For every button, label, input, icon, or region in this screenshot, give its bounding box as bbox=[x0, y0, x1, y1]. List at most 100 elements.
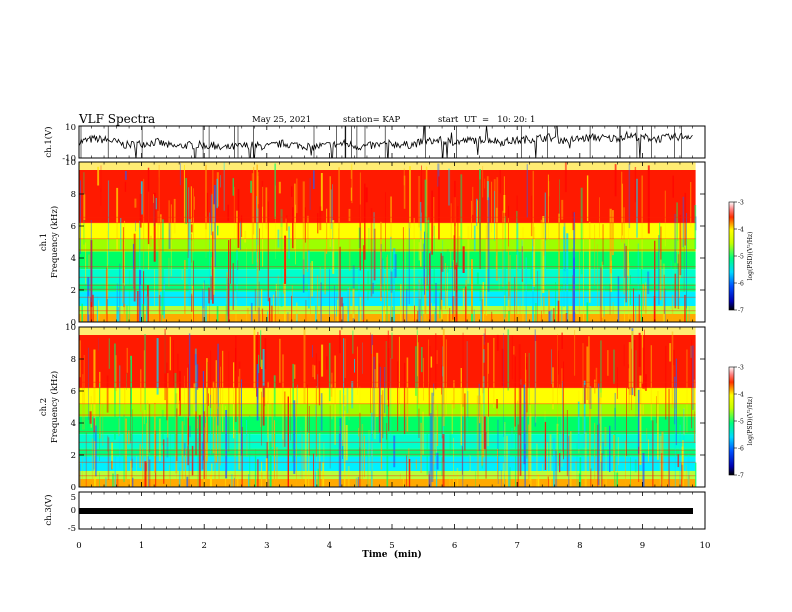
spectrogram-streak bbox=[148, 404, 151, 453]
spectrogram-streak bbox=[675, 358, 677, 446]
spectrogram-streak bbox=[475, 471, 476, 487]
spectrogram-streak bbox=[676, 202, 678, 250]
spectrogram-streak bbox=[330, 189, 332, 229]
spectrogram-streak bbox=[120, 218, 122, 251]
spectrogram-streak bbox=[344, 395, 346, 407]
spectrogram-streak bbox=[616, 472, 619, 487]
spectrogram-streak bbox=[373, 228, 376, 281]
spectrogram-streak bbox=[658, 235, 660, 305]
spectrogram-streak bbox=[382, 390, 384, 439]
spectrogram-streak bbox=[384, 367, 386, 414]
spectrogram-streak bbox=[418, 279, 421, 310]
spectrogram-streak bbox=[210, 394, 211, 456]
spectrogram-streak bbox=[380, 244, 382, 298]
spectrogram-streak bbox=[507, 218, 509, 308]
spectrogram-streak bbox=[318, 433, 321, 487]
time-tick-label: 7 bbox=[514, 541, 519, 551]
spectrogram-streak bbox=[233, 186, 235, 246]
spectrogram-streak bbox=[111, 460, 113, 470]
spectrogram-streak bbox=[597, 244, 599, 307]
spectrogram-streak bbox=[663, 313, 665, 322]
spectrogram-streak bbox=[391, 236, 392, 302]
spectrogram-streak bbox=[433, 395, 435, 465]
spectrogram-streak bbox=[235, 348, 237, 371]
spectrogram-streak bbox=[276, 447, 278, 487]
spectrogram-streak bbox=[296, 386, 297, 418]
spectrogram-streak bbox=[130, 359, 131, 444]
spectrogram-streak bbox=[636, 178, 638, 238]
spectrogram-streak bbox=[170, 432, 171, 487]
spectrogram-streak bbox=[100, 188, 102, 206]
spectrogram-streak bbox=[347, 466, 350, 487]
spectrogram-streak bbox=[442, 435, 444, 463]
spectrogram-streak bbox=[535, 341, 537, 423]
spectrogram-streak bbox=[168, 223, 171, 249]
spectrogram-streak bbox=[181, 421, 184, 483]
spectrogram-streak bbox=[338, 167, 340, 246]
spectrogram-streak bbox=[612, 302, 614, 322]
spectrogram-streak bbox=[498, 276, 500, 291]
spectrogram-streak bbox=[161, 297, 163, 322]
spectrogram-streak bbox=[547, 441, 548, 487]
spectrogram-streak bbox=[147, 456, 150, 487]
ch3-ytick-mid: 0 bbox=[71, 506, 76, 516]
spectrogram-streak bbox=[541, 310, 542, 322]
spectrogram-streak bbox=[542, 464, 543, 472]
spectrogram-streak bbox=[359, 296, 362, 322]
spectrogram-streak bbox=[684, 192, 687, 246]
spectrogram-streak bbox=[417, 282, 420, 322]
spectrogram-streak bbox=[417, 310, 419, 322]
spectrogram-streak bbox=[287, 396, 289, 487]
spectrogram-streak bbox=[207, 362, 209, 443]
spectrogram-streak bbox=[423, 243, 424, 286]
spectrogram-streak bbox=[548, 290, 550, 322]
spectrogram-streak bbox=[116, 283, 118, 322]
spectrogram-streak bbox=[390, 271, 393, 293]
spectrogram-streak bbox=[386, 286, 388, 322]
spectrogram-streak bbox=[373, 212, 375, 251]
spectrogram-streak bbox=[188, 364, 189, 445]
time-axis-label: Time (min) bbox=[362, 549, 422, 560]
spectrogram-streak bbox=[456, 467, 459, 487]
spectrogram-streak bbox=[449, 474, 451, 487]
spectrogram-streak bbox=[153, 192, 156, 262]
spectrogram-streak bbox=[434, 308, 436, 322]
spectrogram-streak bbox=[524, 444, 526, 487]
spectrogram-streak bbox=[582, 343, 584, 431]
ch1-colorbar-label: log(PSD)(V²/Hz) bbox=[747, 232, 754, 281]
spectrogram-streak bbox=[190, 186, 192, 223]
spectrogram-streak bbox=[206, 192, 209, 217]
spectrogram-streak bbox=[217, 225, 219, 236]
spectrogram-streak bbox=[256, 196, 257, 271]
spectrogram-streak bbox=[161, 409, 164, 446]
spectrogram-streak bbox=[210, 257, 213, 276]
spectrogram-streak bbox=[627, 250, 629, 276]
spectrogram-streak bbox=[639, 375, 642, 465]
spectrogram-streak bbox=[142, 304, 144, 322]
spectrogram-streak bbox=[558, 213, 560, 316]
spectrogram-streak bbox=[225, 410, 228, 479]
time-tick-label: 4 bbox=[327, 541, 332, 551]
spectrogram-streak bbox=[275, 283, 277, 298]
spectrogram-streak bbox=[317, 374, 319, 390]
spectrogram-streak bbox=[460, 174, 463, 264]
spectrogram-streak bbox=[552, 367, 554, 410]
spectrogram-streak bbox=[566, 410, 568, 477]
spectrogram-streak bbox=[188, 333, 191, 417]
spectrogram-streak bbox=[605, 450, 607, 487]
spectrogram-streak bbox=[292, 363, 294, 463]
spectrogram-band bbox=[79, 306, 705, 314]
spectrogram-streak bbox=[230, 238, 231, 284]
spectrogram-streak bbox=[241, 215, 243, 237]
spectrogram-streak bbox=[419, 202, 422, 253]
spectrogram-streak bbox=[315, 386, 317, 462]
spectrogram-streak bbox=[555, 282, 556, 322]
spectrogram-streak bbox=[617, 276, 620, 322]
spectrogram-streak bbox=[329, 269, 330, 322]
spectrogram-streak bbox=[501, 348, 504, 386]
spectrogram-streak bbox=[684, 294, 686, 322]
spectrogram-streak bbox=[351, 163, 353, 204]
spectrogram-streak bbox=[185, 178, 187, 225]
spectrogram-streak bbox=[439, 292, 441, 319]
spectrogram-no-data bbox=[695, 162, 705, 322]
